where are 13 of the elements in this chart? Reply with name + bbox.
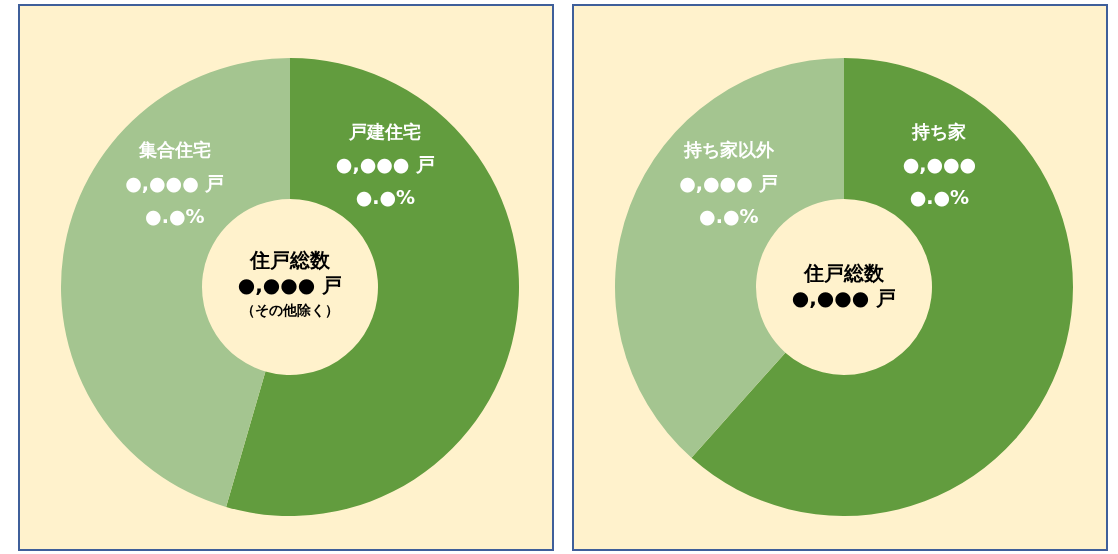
slice-label: 戸建住宅: [348, 120, 422, 142]
data-label: ●,●●● 戸 ●.●%: [679, 171, 779, 227]
text: （その他除く）: [241, 302, 339, 318]
text: ●,●●● 戸: [237, 272, 343, 297]
text: ●,●●● 戸: [791, 285, 897, 310]
data-label: ●,●●● 戸 ●.●%: [125, 171, 225, 227]
data-label: ●,●●● ●.●%: [902, 153, 977, 209]
text: 住戸総数: [803, 260, 885, 285]
slice-label: 持ち家以外: [682, 139, 775, 161]
slice-label: 集合住宅: [137, 139, 211, 161]
data-label: ●,●●● 戸 ●.●%: [335, 153, 436, 209]
slice-label: 持ち家: [911, 120, 967, 142]
text: 住戸総数: [249, 247, 331, 272]
